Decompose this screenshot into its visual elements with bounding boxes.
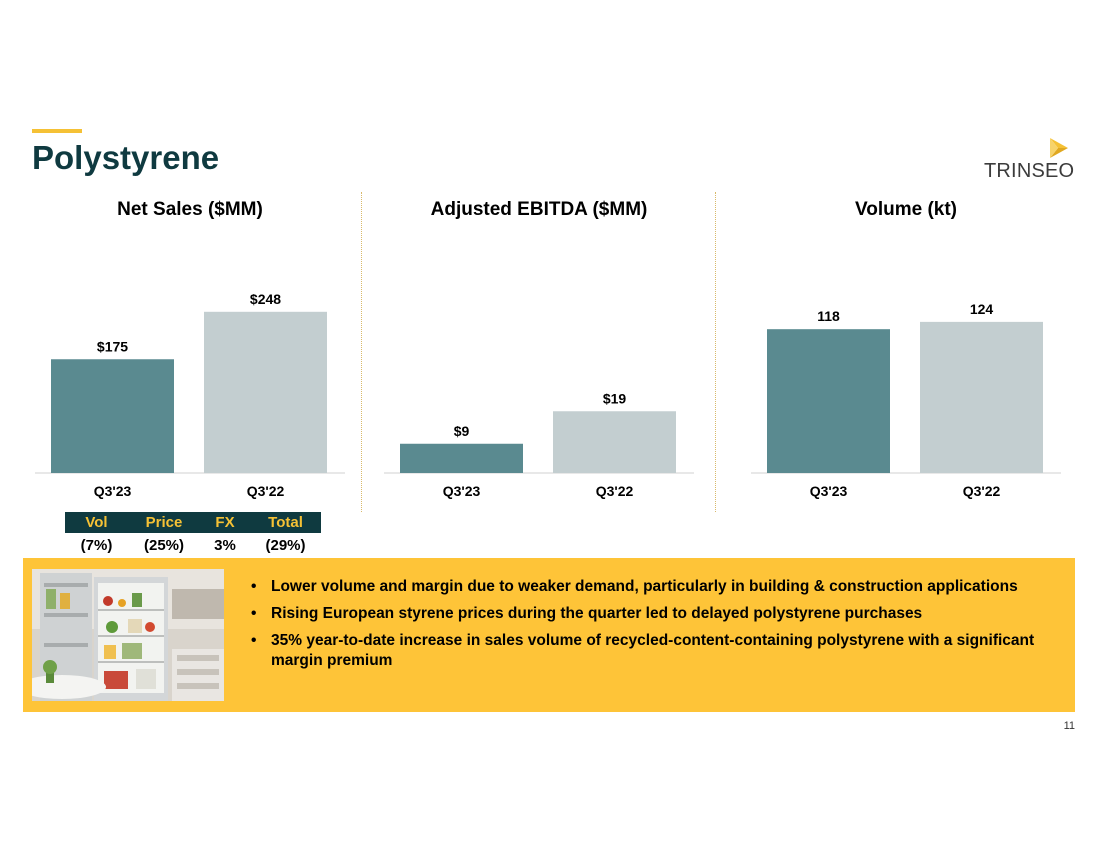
- data-label: $19: [603, 390, 627, 406]
- bridge-header-row: Vol Price FX Total: [65, 512, 321, 533]
- data-label: 118: [817, 308, 840, 324]
- logo-mark-icon: [1050, 138, 1068, 158]
- page-title: Polystyrene: [32, 139, 220, 176]
- logo-text: TRINSEO: [984, 160, 1075, 182]
- data-label: $175: [97, 338, 128, 354]
- chart-title-net-sales: Net Sales ($MM): [117, 199, 263, 220]
- bar-q323: [400, 443, 523, 473]
- x-tick-label: Q3'23: [443, 483, 481, 499]
- trinseo-logo: TRINSEO: [984, 136, 1076, 184]
- x-tick-label: Q3'22: [963, 483, 1001, 499]
- bar-q323: [51, 359, 174, 473]
- takeaway-bullet-list: Lower volume and margin due to weaker de…: [251, 577, 1041, 678]
- net-sales-bridge-table: Vol Price FX Total (7%) (25%) 3% (29%): [65, 512, 321, 557]
- chart-divider-1: [361, 192, 362, 512]
- bar-q323: [767, 329, 890, 473]
- bar-q322: [204, 311, 327, 473]
- x-tick-label: Q3'23: [94, 483, 132, 499]
- bridge-header-total: Total: [268, 514, 303, 531]
- adjusted-ebitda-chart: $9 Q3'23 $19 Q3'22: [384, 390, 694, 499]
- bridge-value-total: (29%): [265, 536, 306, 554]
- data-label: 124: [970, 301, 994, 317]
- bar-q322: [553, 411, 676, 473]
- chart-divider-2: [715, 192, 716, 512]
- key-takeaways-callout: Lower volume and margin due to weaker de…: [23, 558, 1075, 712]
- bridge-value-price: (25%): [143, 536, 184, 554]
- takeaway-bullet: Lower volume and margin due to weaker de…: [251, 577, 1041, 597]
- data-label: $9: [454, 423, 470, 439]
- bridge-header-fx: FX: [215, 514, 235, 531]
- bridge-header-price: Price: [145, 514, 183, 531]
- takeaway-bullet: 35% year-to-date increase in sales volum…: [251, 631, 1041, 671]
- net-sales-chart: $175 Q3'23 $248 Q3'22: [35, 291, 345, 499]
- bridge-value-row: (7%) (25%) 3% (29%): [65, 533, 321, 557]
- x-tick-label: Q3'23: [810, 483, 848, 499]
- volume-chart: 118 Q3'23 124 Q3'22: [751, 301, 1061, 499]
- bridge-header-vol: Vol: [85, 514, 108, 531]
- bar-q322: [920, 321, 1043, 473]
- title-accent-bar: [32, 129, 82, 133]
- chart-title-volume: Volume (kt): [854, 199, 958, 220]
- bridge-value-vol: (7%): [80, 536, 113, 554]
- data-label: $248: [250, 291, 281, 307]
- takeaway-bullet: Rising European styrene prices during th…: [251, 604, 1041, 624]
- open-refrigerator-kitchen-photo: [32, 569, 224, 701]
- page-number: 11: [1063, 720, 1075, 732]
- bridge-value-fx: 3%: [214, 536, 236, 554]
- chart-title-adjusted-ebitda: Adjusted EBITDA ($MM): [430, 199, 648, 220]
- x-tick-label: Q3'22: [596, 483, 634, 499]
- x-tick-label: Q3'22: [247, 483, 285, 499]
